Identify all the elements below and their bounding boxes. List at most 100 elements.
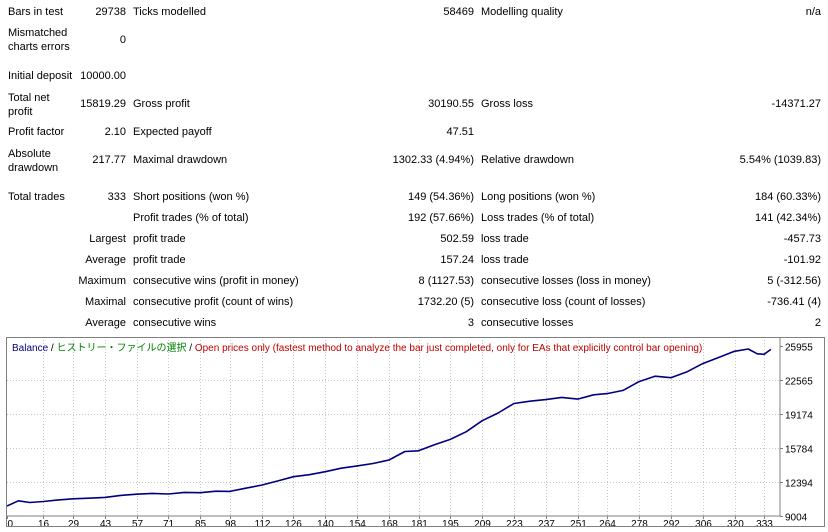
average-loss-label: loss trade <box>481 254 529 266</box>
x-tick-label: 154 <box>349 519 366 526</box>
average-profit-value: 157.24 <box>440 254 474 266</box>
legend-mode: Open prices only (fastest method to anal… <box>195 343 703 354</box>
maximal-profit-label: consecutive profit (count of wins) <box>133 296 294 308</box>
reldd-value: 5.54% (1039.83) <box>739 154 821 166</box>
y-tick-label: 15784 <box>785 445 813 456</box>
x-tick-label: 333 <box>756 519 773 526</box>
payoff-value: 47.51 <box>446 126 474 138</box>
grossprofit-value: 30190.55 <box>428 98 474 110</box>
x-tick-label: 223 <box>506 519 523 526</box>
x-tick-label: 85 <box>195 519 207 526</box>
netprofit-label-line2: profit <box>8 106 33 118</box>
ltrades-value: 141 (42.34%) <box>754 212 821 224</box>
max-wins-value: 8 (1127.53) <box>418 275 474 287</box>
ptrades-label: Profit trades (% of total) <box>133 212 249 224</box>
x-tick-label: 126 <box>285 519 302 526</box>
long-value: 184 (60.33%) <box>754 191 821 203</box>
x-tick-label: 57 <box>132 519 144 526</box>
x-tick-label: 278 <box>631 519 648 526</box>
ptrades-value: 192 (57.66%) <box>407 212 474 224</box>
maximal-label: Maximal <box>85 296 126 308</box>
deposit-label: Initial deposit <box>8 70 73 82</box>
maximal-loss-value: -736.41 (4) <box>767 296 821 308</box>
pf-value: 2.10 <box>104 126 126 138</box>
bars-value: 29738 <box>95 6 126 18</box>
payoff-label: Expected payoff <box>133 126 212 138</box>
x-tick-label: 306 <box>695 519 712 526</box>
y-tick-label: 9004 <box>785 513 808 524</box>
largest-loss-value: -457.73 <box>783 233 821 245</box>
series-balance-line <box>6 348 772 507</box>
x-tick-label: 320 <box>727 519 744 526</box>
grossloss-label: Gross loss <box>481 98 533 110</box>
average-loss-value: -101.92 <box>783 254 821 266</box>
netprofit-label-line1: Total net <box>8 92 50 104</box>
reldd-label: Relative drawdown <box>481 154 574 166</box>
y-tick-label: 22565 <box>785 377 813 388</box>
average-label: Average <box>85 254 126 266</box>
maximal-profit-value: 1732.20 (5) <box>417 296 474 308</box>
maxdd-label: Maximal drawdown <box>133 154 228 166</box>
y-tick-label: 19174 <box>785 411 813 422</box>
x-tick-label: 71 <box>163 519 175 526</box>
maximal-loss-label: consecutive loss (count of losses) <box>481 296 646 308</box>
avg-wins-value: 3 <box>467 317 474 329</box>
average-profit-label: profit trade <box>133 254 186 266</box>
max-wins-label: consecutive wins (profit in money) <box>133 275 299 287</box>
quality-label: Modelling quality <box>481 6 563 18</box>
largest-profit-value: 502.59 <box>440 233 474 245</box>
mismatch-value: 0 <box>119 34 126 46</box>
chart-legend: Balance / ヒストリー・ファイルの選択 / Open prices on… <box>12 341 702 354</box>
quality-value: n/a <box>805 6 821 18</box>
legend-separator-2: / <box>186 343 194 354</box>
short-value: 149 (54.36%) <box>407 191 474 203</box>
largest-loss-label: loss trade <box>481 233 529 245</box>
x-tick-label: 112 <box>255 519 271 526</box>
x-tick-label: 292 <box>663 519 680 526</box>
pf-label: Profit factor <box>8 126 65 138</box>
mismatch-label-line2: charts errors <box>8 41 70 53</box>
mismatch-label-line1: Mismatched <box>8 27 68 39</box>
x-tick-label: 98 <box>225 519 237 526</box>
max-losses-label: consecutive losses (loss in money) <box>481 275 651 287</box>
avg-consecutive-label: Average <box>85 317 126 329</box>
report-summary: Bars in test 29738 Ticks modelled 58469 … <box>8 6 821 329</box>
deposit-value: 10000.00 <box>80 70 126 82</box>
legend-history: ヒストリー・ファイルの選択 <box>56 341 186 354</box>
x-axis-labels: 0 16 29 43 57 71 85 98 112 126 140 154 168 181 195 209 2… <box>8 519 774 530</box>
ticks-value: 58469 <box>443 6 474 18</box>
y-tick-label: 25955 <box>785 343 813 354</box>
x-tick-label: 237 <box>538 519 555 526</box>
netprofit-value: 15819.29 <box>80 98 126 110</box>
x-tick-label: 140 <box>317 519 334 526</box>
ticks-label: Ticks modelled <box>133 6 206 18</box>
short-label: Short positions (won %) <box>133 191 250 203</box>
y-axis-labels: 25955 22565 19174 15784 12394 9004 <box>785 343 813 524</box>
ltrades-label: Loss trades (% of total) <box>481 212 595 224</box>
x-tick-label: 195 <box>442 519 459 526</box>
avg-losses-label: consecutive losses <box>481 317 574 329</box>
grossprofit-label: Gross profit <box>133 98 190 110</box>
x-tick-label: 251 <box>570 519 587 526</box>
maximum-label: Maximum <box>78 275 126 287</box>
x-tick-label: 209 <box>474 519 491 526</box>
absdd-value: 217.77 <box>92 154 126 166</box>
x-tick-label: 181 <box>411 519 428 526</box>
y-tick-label: 12394 <box>785 479 813 490</box>
avg-losses-value: 2 <box>814 317 821 329</box>
avg-wins-label: consecutive wins <box>133 317 217 329</box>
balance-chart-svg: 25955 22565 19174 15784 12394 9004 0 16 29 43 57 7… <box>6 338 813 530</box>
chart-plot <box>6 348 772 507</box>
legend-separator-1: / <box>48 343 56 354</box>
long-label: Long positions (won %) <box>481 191 596 203</box>
x-tick-label: 168 <box>381 519 398 526</box>
trades-value: 333 <box>107 191 126 203</box>
x-tick-label: 16 <box>38 519 50 526</box>
chart-grid <box>7 338 783 519</box>
absdd-label-line1: Absolute <box>8 148 51 160</box>
absdd-label-line2: drawdown <box>8 162 59 174</box>
x-tick-label: 264 <box>599 519 616 526</box>
max-losses-value: 5 (-312.56) <box>767 275 821 287</box>
grossloss-value: -14371.27 <box>771 98 821 110</box>
legend-balance: Balance <box>12 343 49 354</box>
